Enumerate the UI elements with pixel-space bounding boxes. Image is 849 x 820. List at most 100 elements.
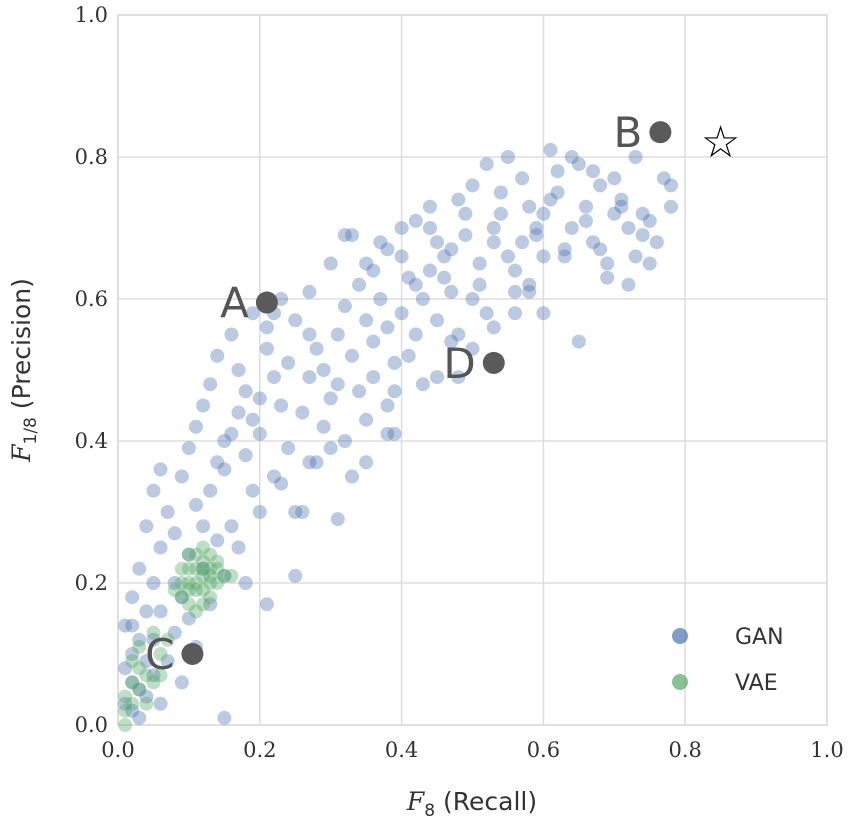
point-gan: [146, 483, 161, 498]
point-gan: [259, 320, 274, 335]
point-gan: [316, 363, 331, 377]
point-gan: [181, 547, 196, 562]
point-gan: [536, 306, 551, 321]
y-axis-label: F1/8 (Precision): [7, 278, 41, 463]
point-gan: [153, 604, 168, 619]
point-gan: [635, 206, 650, 221]
point-gan: [359, 256, 374, 271]
annotation-point-b: [649, 121, 672, 144]
point-gan: [359, 455, 374, 470]
point-vae: [196, 597, 211, 612]
x-tick-label: 0.0: [101, 738, 134, 762]
point-gan: [337, 299, 352, 314]
point-gan: [203, 377, 218, 392]
point-gan: [451, 370, 466, 385]
y-axis-ticks: 0.0 0.2 0.4 0.6 0.8 1.0: [75, 3, 108, 737]
point-gan: [621, 221, 636, 235]
point-gan: [174, 469, 189, 484]
point-gan: [529, 228, 544, 243]
point-gan: [302, 370, 317, 385]
point-gan: [316, 419, 331, 434]
point-vae: [196, 540, 211, 555]
point-gan: [451, 192, 466, 207]
point-gan: [394, 249, 409, 264]
point-gan: [607, 171, 622, 186]
point-gan: [245, 412, 260, 427]
point-gan: [401, 270, 416, 285]
point-vae: [203, 590, 218, 605]
point-gan: [281, 441, 296, 456]
point-gan: [203, 483, 218, 498]
point-gan: [387, 384, 402, 399]
point-gan: [479, 306, 494, 321]
y-tick-label: 0.0: [75, 713, 108, 737]
point-gan: [373, 235, 388, 250]
point-gan: [586, 235, 601, 250]
point-gan: [118, 696, 133, 711]
point-gan: [430, 235, 445, 250]
point-gan: [422, 263, 437, 278]
point-gan: [238, 384, 253, 399]
point-gan: [508, 284, 523, 299]
point-vae: [125, 675, 140, 690]
point-gan: [132, 682, 147, 697]
point-vae: [181, 583, 196, 598]
point-gan: [578, 199, 593, 214]
point-vae: [181, 576, 196, 590]
point-gan: [337, 434, 352, 448]
point-gan: [600, 256, 615, 271]
point-vae: [188, 583, 203, 598]
point-gan: [550, 164, 565, 179]
point-gan: [508, 306, 523, 321]
point-vae: [174, 576, 189, 590]
point-vae: [196, 568, 211, 583]
point-gan: [132, 710, 147, 725]
point-gan: [600, 270, 615, 285]
annotation-point-d: [482, 351, 505, 374]
point-gan: [167, 625, 182, 640]
point-vae: [118, 689, 133, 704]
point-vae: [146, 625, 161, 640]
point-gan: [125, 703, 140, 718]
x-tick-label: 0.6: [527, 738, 560, 762]
point-gan: [529, 221, 544, 235]
point-vae: [203, 576, 218, 590]
point-gan: [522, 284, 537, 299]
annotation-label-b: B: [614, 108, 643, 157]
point-gan: [380, 426, 395, 441]
point-gan: [508, 263, 523, 278]
point-gan: [288, 313, 303, 328]
point-gan: [139, 519, 154, 534]
point-gan: [486, 235, 501, 250]
point-gan: [118, 618, 133, 633]
point-gan: [274, 398, 289, 413]
point-gan: [664, 199, 679, 214]
annotation-label-d: D: [443, 339, 475, 388]
point-gan: [217, 462, 232, 477]
point-gan: [465, 341, 480, 356]
annotations: A B C D ☆: [145, 108, 740, 679]
point-gan: [536, 249, 551, 264]
point-gan: [252, 505, 267, 519]
x-tick-label: 1.0: [810, 738, 843, 762]
point-gan: [465, 292, 480, 306]
point-gan: [607, 206, 622, 221]
point-vae: [118, 718, 133, 732]
point-gan: [422, 199, 437, 214]
point-gan: [210, 533, 225, 548]
point-gan: [571, 334, 586, 349]
point-gan: [359, 313, 374, 328]
x-axis-subscript: 8: [424, 801, 435, 820]
point-gan: [217, 568, 232, 583]
point-vae: [125, 696, 140, 711]
point-gan: [656, 171, 671, 186]
point-gan: [522, 199, 537, 214]
point-gan: [125, 647, 140, 661]
point-gan: [628, 249, 643, 264]
point-gan: [210, 455, 225, 470]
point-gan: [210, 348, 225, 363]
point-gan: [252, 426, 267, 441]
point-gan: [337, 228, 352, 243]
point-gan: [543, 142, 558, 157]
